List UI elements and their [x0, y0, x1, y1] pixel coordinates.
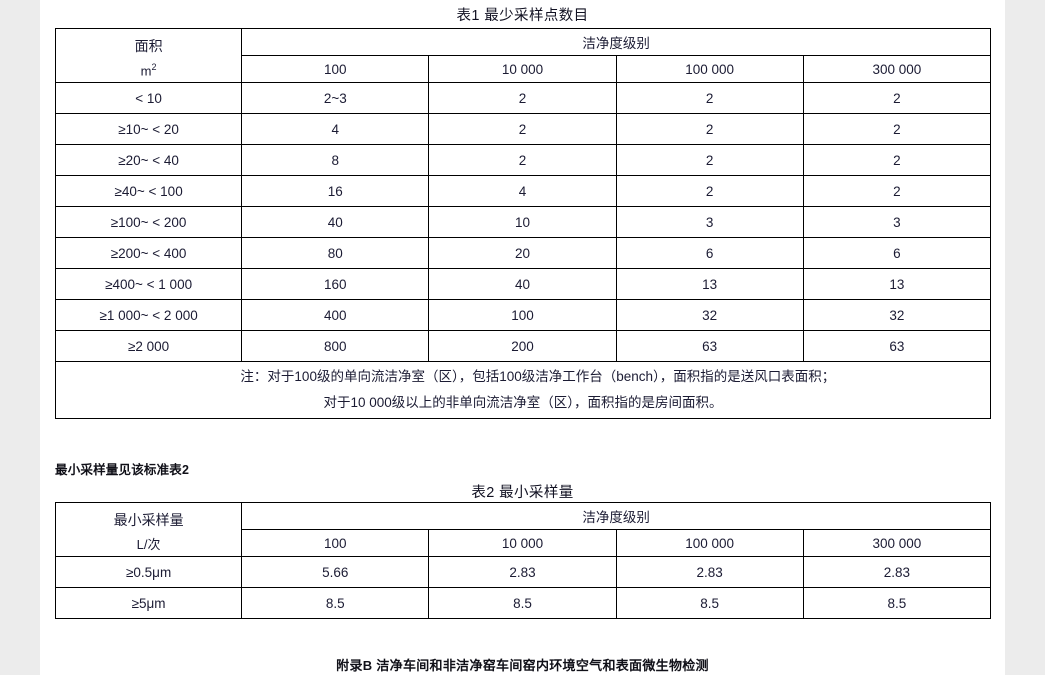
table1-grade-col-0: 100: [241, 55, 430, 83]
table2-row-0-size: ≥0.5μm: [54, 556, 243, 588]
table1-row-0-val-0: 2~3: [241, 82, 430, 114]
table-row: ≥400~ < 1 000 160 40 13 13: [54, 268, 992, 300]
table2-grade-col-3: 300 000: [802, 529, 992, 557]
table1-row-7-area: ≥1 000~ < 2 000: [54, 299, 243, 331]
table-row: ≥20~ < 40 8 2 2 2: [54, 144, 992, 176]
table1-row-2-area: ≥20~ < 40: [54, 144, 243, 176]
table1-grade-col-1: 10 000: [428, 55, 617, 83]
table1-row-4-val-2: 3: [615, 206, 804, 238]
table1-row-3-val-2: 2: [615, 175, 804, 207]
table1-row-1-val-3: 2: [802, 113, 992, 145]
table1-row-4-val-1: 10: [428, 206, 617, 238]
table1-row-2-val-2: 2: [615, 144, 804, 176]
table1-area-header-cell: 面积 m2: [54, 28, 243, 83]
table1-row-5-val-3: 6: [802, 237, 992, 269]
table1-row-7-val-3: 32: [802, 299, 992, 331]
table1-note-line-1: 注：对于100级的单向流洁净室（区），包括100级洁净工作台（bench），面积…: [240, 368, 836, 384]
table1-row-4-val-0: 40: [241, 206, 430, 238]
table1-row-5-val-0: 80: [241, 237, 430, 269]
table-row: ≥5μm 8.5 8.5 8.5 8.5: [54, 587, 992, 619]
table1-row-6-val-1: 40: [428, 268, 617, 300]
table1-row-0-val-2: 2: [615, 82, 804, 114]
table1-row-3-val-1: 4: [428, 175, 617, 207]
table1-row-7-val-2: 32: [615, 299, 804, 331]
table1-note-row: 注：对于100级的单向流洁净室（区），包括100级洁净工作台（bench），面积…: [55, 361, 991, 419]
table1-row-1-area: ≥10~ < 20: [54, 113, 243, 145]
table2-row-1-val-2: 8.5: [615, 587, 804, 619]
table2-title: 表2 最小采样量: [471, 485, 574, 501]
table1-row-3-area: ≥40~ < 100: [54, 175, 243, 207]
table1-row-0-area: < 10: [54, 82, 243, 114]
table1-row-5-area: ≥200~ < 400: [54, 237, 243, 269]
table1-title: 表1 最少采样点数目: [456, 8, 589, 24]
appendix-b-caption: 附录B 洁净车间和非洁净窑车间窑内环境空气和表面微生物检测: [336, 658, 709, 673]
table1-row-4-area: ≥100~ < 200: [54, 206, 243, 238]
table-row: ≥0.5μm 5.66 2.83 2.83 2.83: [54, 556, 992, 588]
table2-row-0-val-0: 5.66: [241, 556, 430, 588]
table1-minimum-sampling-points: 面积 m2 洁净度级别 100 10 000 100 000 300 000 <…: [54, 28, 992, 419]
table1-row-8-val-3: 63: [802, 330, 992, 362]
table1-row-6-val-2: 13: [615, 268, 804, 300]
table1-row-6-val-3: 13: [802, 268, 992, 300]
table1-row-5-val-2: 6: [615, 237, 804, 269]
table1-row-6-area: ≥400~ < 1 000: [54, 268, 243, 300]
table2-row-0-val-1: 2.83: [428, 556, 617, 588]
table2-sample-header-cell: 最小采样量 L/次: [54, 502, 243, 557]
table1-header-row-1: 面积 m2 洁净度级别: [54, 28, 991, 83]
table1-grade-col-2: 100 000: [615, 55, 804, 83]
table-row: < 10 2~3 2 2 2: [54, 82, 992, 114]
table1-row-3-val-3: 2: [802, 175, 992, 207]
table2-row-1-size: ≥5μm: [54, 587, 243, 619]
table1-row-2-val-0: 8: [241, 144, 430, 176]
table2-grade-col-0: 100: [241, 529, 430, 557]
table1-grade-col-3: 300 000: [802, 55, 992, 83]
table2-sample-label: 最小采样量: [113, 512, 184, 529]
table2-grade-col-2: 100 000: [615, 529, 804, 557]
table-row: ≥200~ < 400 80 20 6 6: [54, 237, 992, 269]
table1-row-0-val-3: 2: [802, 82, 992, 114]
table2-header-row-1: 最小采样量 L/次 洁净度级别: [54, 502, 991, 557]
table1-row-8-val-0: 800: [241, 330, 430, 362]
table1-row-3-val-0: 16: [241, 175, 430, 207]
document-page: 表1 最少采样点数目 面积 m2 洁净度级别 100 10 000 100 00…: [40, 0, 1005, 675]
table2-row-1-val-3: 8.5: [802, 587, 992, 619]
table-row: ≥10~ < 20 4 2 2 2: [54, 113, 992, 145]
table1-area-label: 面积: [134, 37, 163, 54]
table2-minimum-sample-volume: 最小采样量 L/次 洁净度级别 100 10 000 100 000 300 0…: [54, 502, 992, 619]
table1-grade-header-cell: 洁净度级别: [241, 28, 991, 56]
table1-header-row-2: 100 10 000 100 000 300 000: [56, 55, 992, 83]
table2-grade-header-cell: 洁净度级别: [241, 502, 991, 530]
table1-row-8-area: ≥2 000: [54, 330, 243, 362]
table1-row-7-val-1: 100: [428, 299, 617, 331]
table1-note-line-2: 对于10 000级以上的非单向流洁净室（区），面积指的是房间面积。: [323, 395, 723, 410]
table2-row-1-val-0: 8.5: [241, 587, 430, 619]
table2-grade-col-1: 10 000: [428, 529, 617, 557]
table1-row-8-val-2: 63: [615, 330, 804, 362]
table1-row-6-val-0: 160: [241, 268, 430, 300]
table1-note: 注：对于100级的单向流洁净室（区），包括100级洁净工作台（bench），面积…: [55, 361, 991, 419]
table2-row-1-val-1: 8.5: [428, 587, 617, 619]
table1-row-7-val-0: 400: [241, 299, 430, 331]
table1-row-5-val-1: 20: [428, 237, 617, 269]
table1-row-1-val-1: 2: [428, 113, 617, 145]
table2-header-row-2: 100 10 000 100 000 300 000: [56, 529, 992, 557]
table2-row-0-val-2: 2.83: [615, 556, 804, 588]
table-row: ≥1 000~ < 2 000 400 100 32 32: [54, 299, 992, 331]
table1-row-2-val-3: 2: [802, 144, 992, 176]
table1-row-4-val-3: 3: [802, 206, 992, 238]
table1-row-2-val-1: 2: [428, 144, 617, 176]
table-row: ≥100~ < 200 40 10 3 3: [54, 206, 992, 238]
between-tables-note: 最小采样量见该标准表2: [55, 463, 190, 477]
table-row: ≥2 000 800 200 63 63: [54, 330, 992, 362]
table1-row-8-val-1: 200: [428, 330, 617, 362]
table1-area-unit: m2: [140, 62, 157, 79]
table1-area-unit-exponent: 2: [151, 62, 157, 73]
table1-row-1-val-2: 2: [615, 113, 804, 145]
table2-row-0-val-3: 2.83: [802, 556, 992, 588]
table1-row-1-val-0: 4: [241, 113, 430, 145]
table-row: ≥40~ < 100 16 4 2 2: [54, 175, 992, 207]
table2-sample-unit: L/次: [136, 537, 161, 553]
table1-row-0-val-1: 2: [428, 82, 617, 114]
